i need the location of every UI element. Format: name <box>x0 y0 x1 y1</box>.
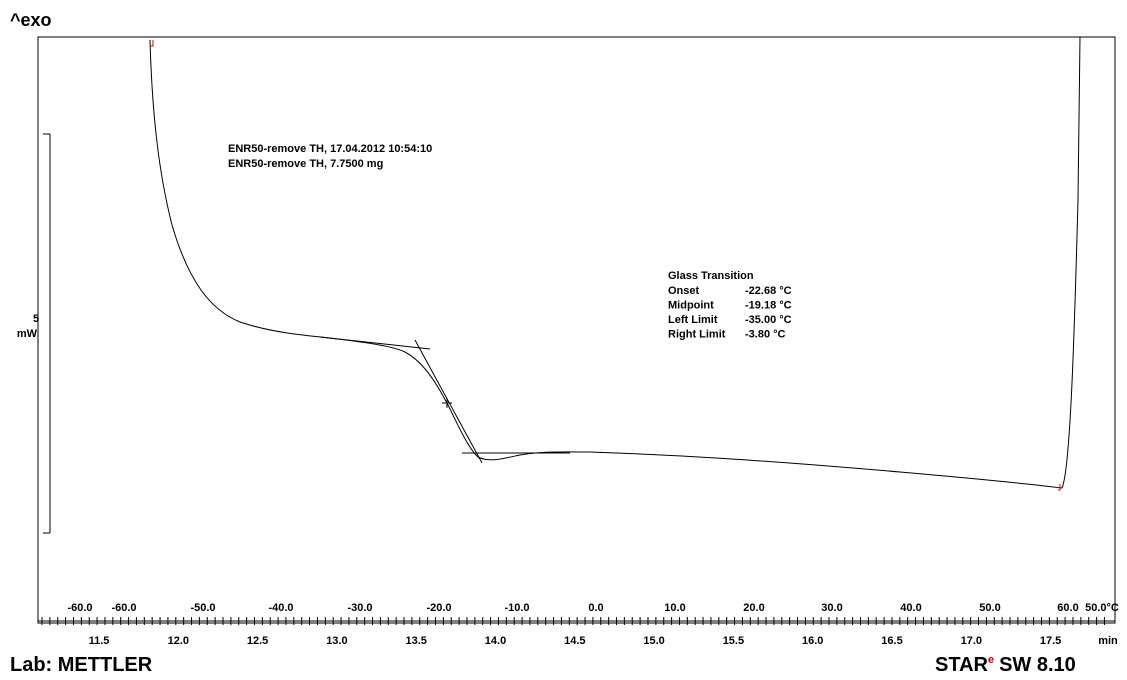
axis-ticks <box>41 617 1105 625</box>
temperature-label: 30.0 <box>821 602 842 614</box>
tangents <box>319 336 570 464</box>
gt-label: Onset <box>668 285 700 297</box>
scale-unit: mW <box>17 328 38 340</box>
temperature-label: 0.0 <box>588 602 603 614</box>
gt-value: -22.68 °C <box>745 285 792 297</box>
scale-value: 5 <box>33 313 39 325</box>
temperature-label: -30.0 <box>347 602 372 614</box>
time-unit: min <box>1098 635 1118 647</box>
time-label: 14.0 <box>485 635 506 647</box>
time-label: 17.0 <box>961 635 982 647</box>
time-label: 16.5 <box>881 635 902 647</box>
gt-title: Glass Transition <box>668 270 754 282</box>
temperature-label: -10.0 <box>504 602 529 614</box>
temperature-label: 50.0°C <box>1085 602 1119 614</box>
time-label: 16.0 <box>802 635 823 647</box>
gt-label: Right Limit <box>668 329 726 341</box>
temperature-label: -50.0 <box>190 602 215 614</box>
time-label: 17.5 <box>1040 635 1061 647</box>
lab-name: Lab: METTLER <box>10 654 153 675</box>
annotation: ENR50-remove TH, 17.04.2012 10:54:10 <box>228 143 432 155</box>
brand: STARe SW 8.10 <box>935 654 1076 675</box>
gt-value: -19.18 °C <box>745 300 792 312</box>
time-label: 12.0 <box>168 635 189 647</box>
temperature-label: 50.0 <box>979 602 1000 614</box>
temperature-label: 10.0 <box>664 602 685 614</box>
gt-label: Left Limit <box>668 314 718 326</box>
time-label: 11.5 <box>89 635 110 647</box>
time-labels: 11.5 12.0 12.5 13.0 13.5 14.0 14.5 15.0 15.5 16.0… <box>89 635 1062 647</box>
gt-table: Onset -22.68 °C Midpoint -19.18 °C Left Limi… <box>668 285 792 341</box>
time-label: 13.5 <box>405 635 426 647</box>
time-label: 14.5 <box>564 635 585 647</box>
temperature-label: 40.0 <box>900 602 921 614</box>
scale-bar <box>43 133 51 534</box>
temperature-label: -60.0 <box>111 602 136 614</box>
temperature-labels: -60.0 -60.0 -50.0 -40.0 -30.0 -20.0 -10.0 0.0 10… <box>67 602 1118 614</box>
time-label: 13.0 <box>326 635 347 647</box>
time-label: 15.0 <box>643 635 664 647</box>
dsc-curve <box>149 36 1081 489</box>
temperature-label: -40.0 <box>268 602 293 614</box>
exo-label: ^exo <box>10 10 52 30</box>
limit-markers <box>151 40 1061 491</box>
plot-frame <box>37 36 1116 624</box>
temperature-label: -60.0 <box>67 602 92 614</box>
gt-value: -3.80 °C <box>745 329 786 341</box>
time-label: 12.5 <box>247 635 268 647</box>
time-label: 15.5 <box>723 635 744 647</box>
gt-label: Midpoint <box>668 300 714 312</box>
temperature-label: -20.0 <box>426 602 451 614</box>
temperature-label: 60.0 <box>1057 602 1078 614</box>
temperature-label: 20.0 <box>743 602 764 614</box>
gt-value: -35.00 °C <box>745 314 792 326</box>
annotation: ENR50-remove TH, 7.7500 mg <box>228 158 383 170</box>
